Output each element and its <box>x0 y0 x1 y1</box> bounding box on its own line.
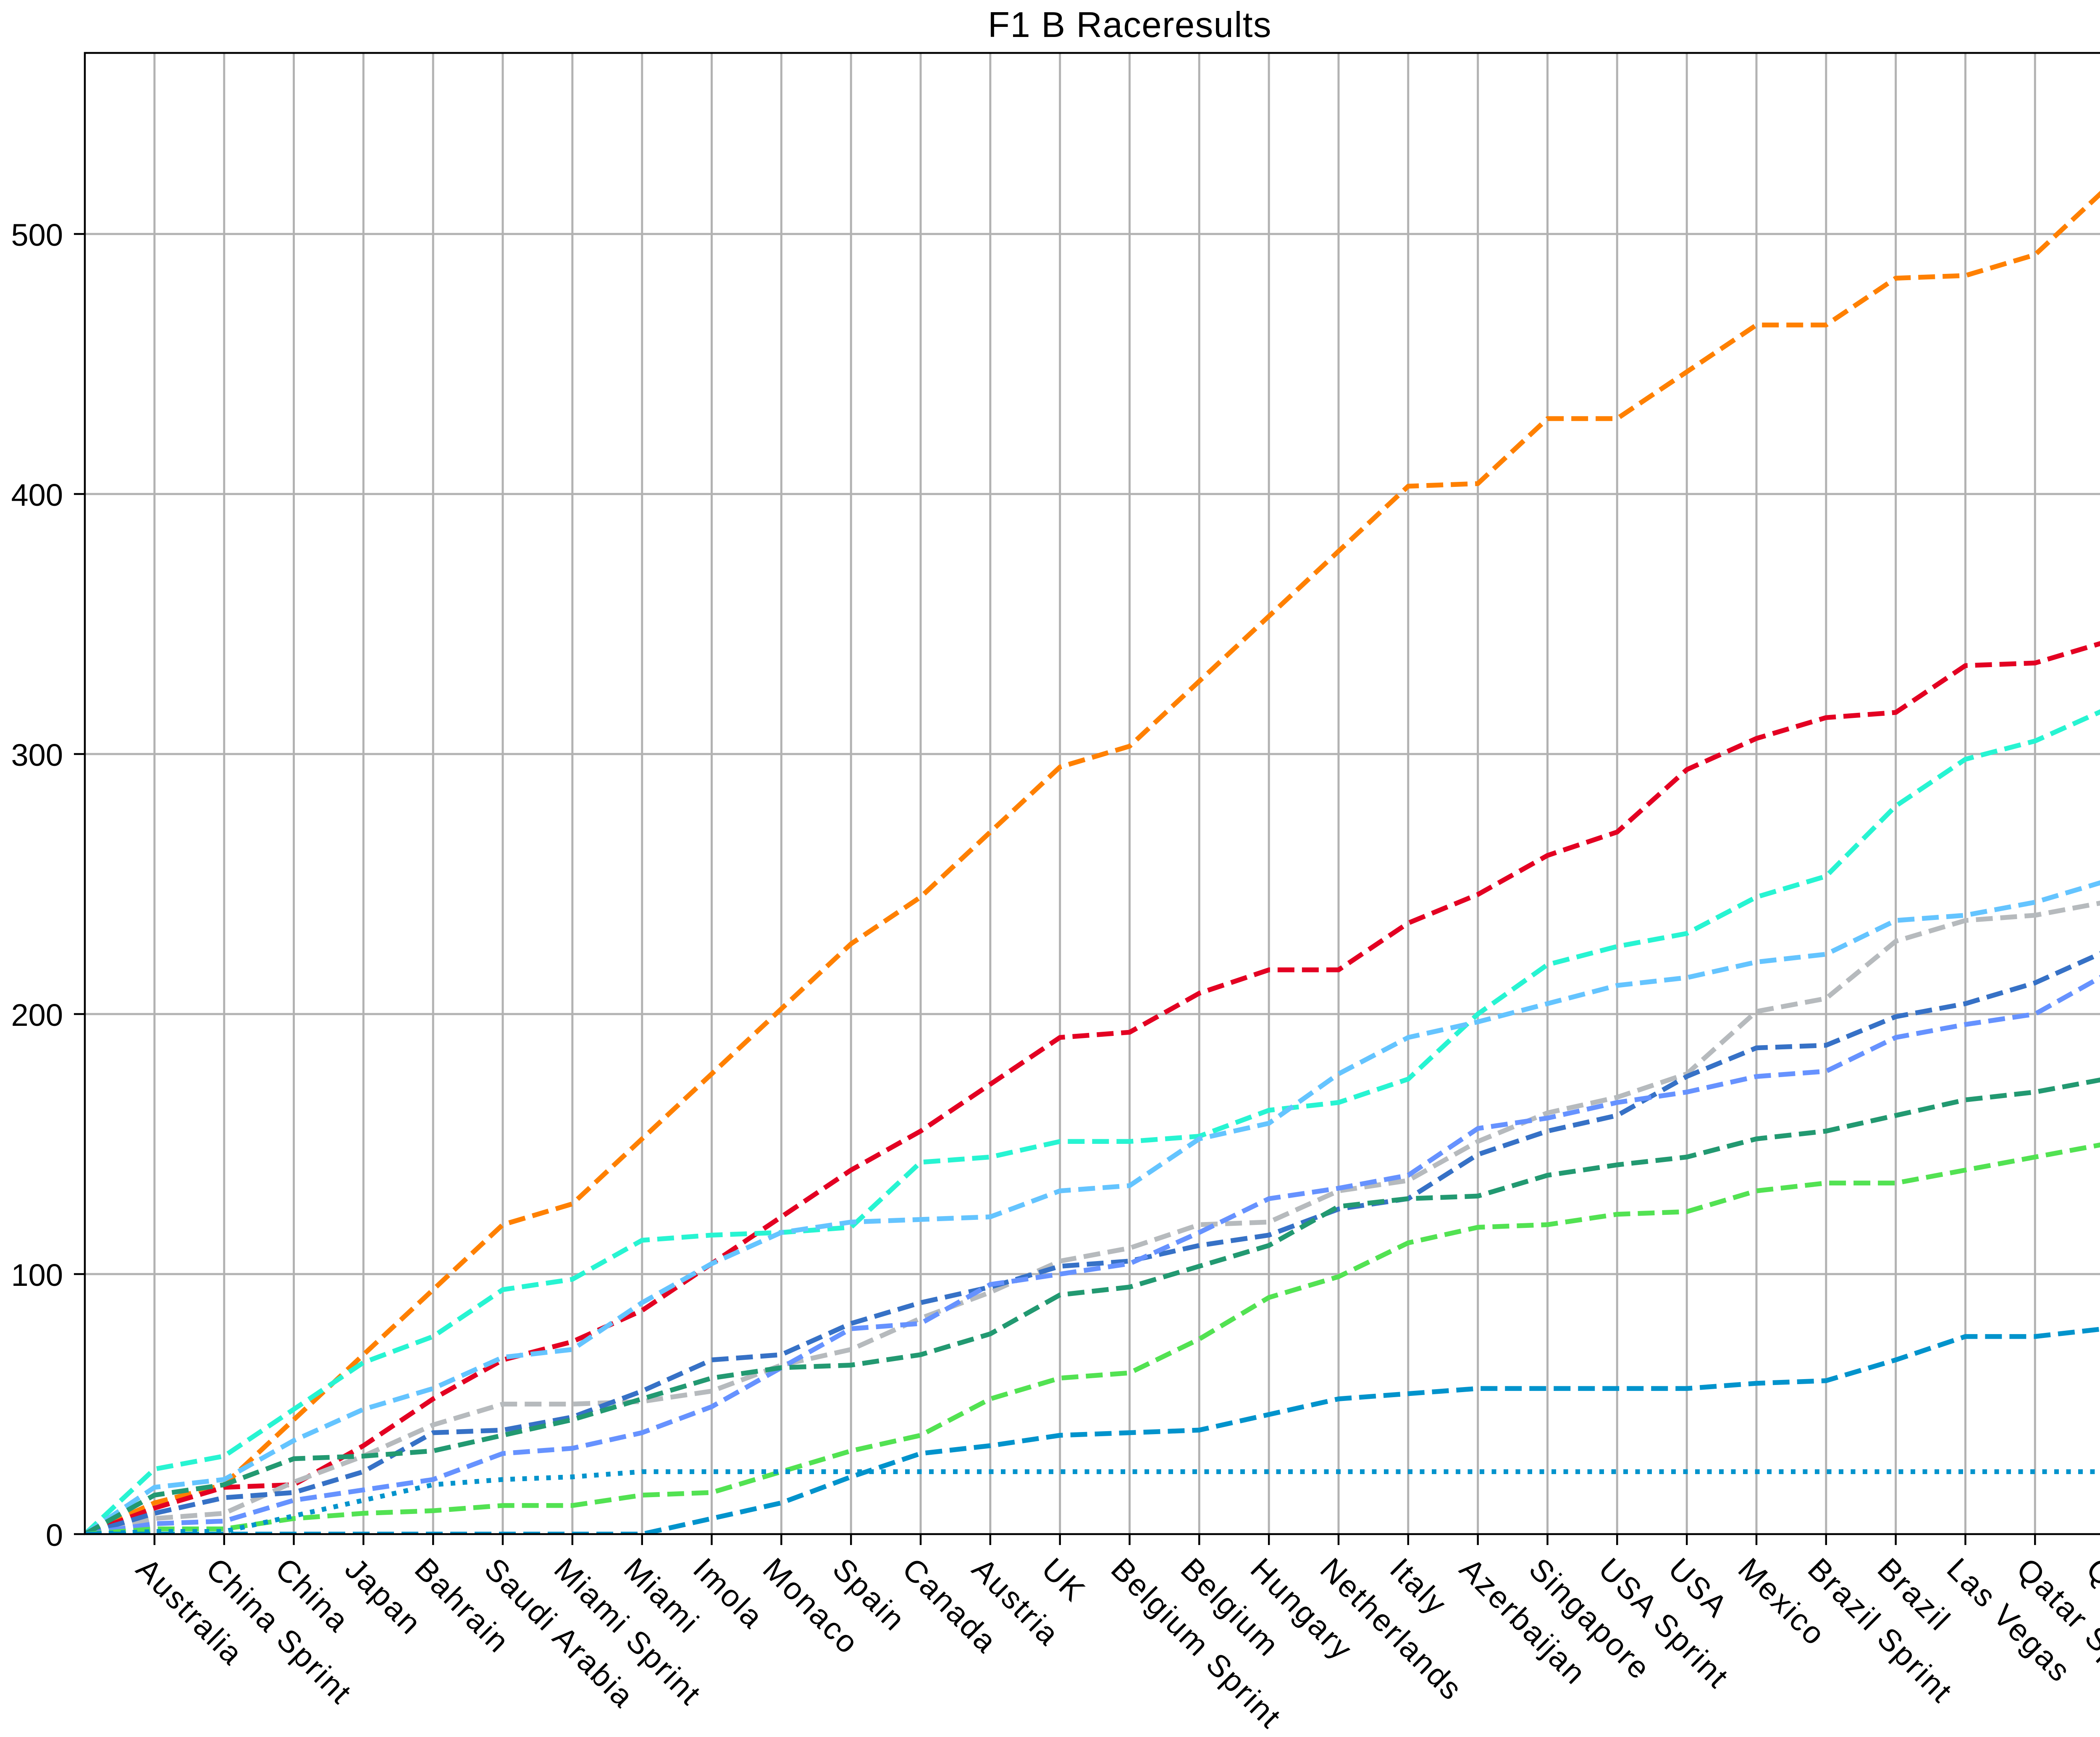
svg-text:500: 500 <box>11 218 63 252</box>
svg-text:200: 200 <box>11 998 63 1033</box>
svg-text:400: 400 <box>11 478 63 512</box>
svg-text:0: 0 <box>46 1518 63 1553</box>
svg-text:100: 100 <box>11 1258 63 1293</box>
svg-text:300: 300 <box>11 738 63 773</box>
svg-text:F1 B Raceresults: F1 B Raceresults <box>988 5 1272 45</box>
